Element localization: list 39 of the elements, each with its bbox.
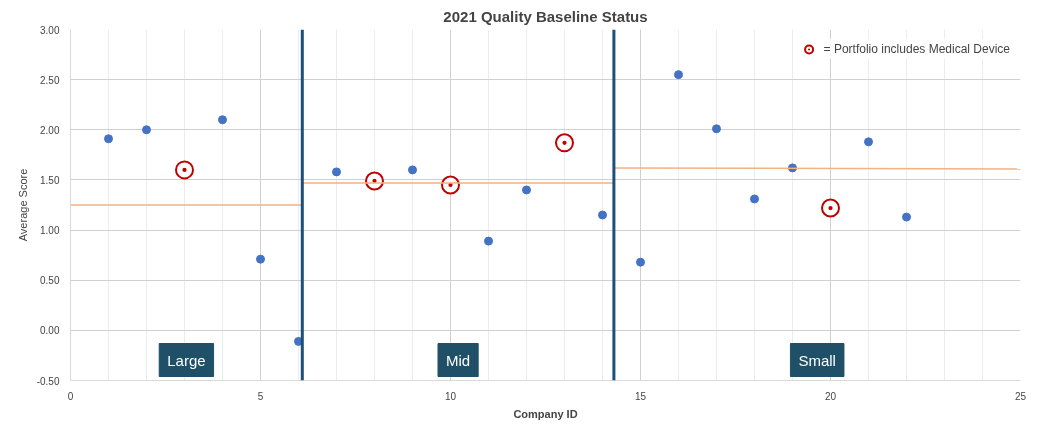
- y-tick-label: -0.50: [36, 375, 60, 387]
- point: [522, 185, 531, 195]
- point: [674, 70, 683, 80]
- point: [104, 134, 113, 144]
- y-axis-title: Average Score: [16, 168, 29, 242]
- x-tick-label: 5: [257, 390, 264, 402]
- point: [332, 167, 341, 177]
- y-tick-label: 3.00: [40, 24, 60, 36]
- x-tick-label: 25: [1014, 390, 1027, 402]
- x-tick-label: 15: [634, 390, 647, 402]
- y-tick-label: 1.00: [40, 225, 60, 237]
- point: [636, 257, 645, 267]
- x-tick-label: 20: [824, 390, 837, 402]
- annotation: Mid: [446, 351, 471, 369]
- chart-title: 2021 Quality Baseline Status: [443, 7, 648, 25]
- x-tick-label: 0: [67, 390, 74, 402]
- y-tick-label: 2.00: [40, 124, 60, 136]
- y-tick-label: 0.00: [40, 325, 60, 337]
- y-tick-label: 1.50: [40, 174, 60, 186]
- legend-label: = Portfolio includes Medical Device: [823, 42, 1010, 56]
- point: [175, 160, 194, 180]
- annotation: Small: [798, 351, 836, 369]
- point: [902, 212, 911, 222]
- x-axis-title: Company ID: [513, 407, 578, 420]
- point: [712, 124, 721, 134]
- y-tick-label: 0.50: [40, 275, 60, 287]
- point: [750, 194, 759, 204]
- annotation: Large: [167, 351, 206, 369]
- point: [142, 125, 151, 135]
- point: [864, 137, 873, 147]
- point: [218, 115, 227, 125]
- point: [408, 165, 417, 175]
- point: [598, 210, 607, 220]
- point: [484, 236, 493, 246]
- point: [821, 198, 840, 218]
- y-tick-label: 2.50: [40, 74, 60, 86]
- x-tick-label: 10: [444, 390, 457, 402]
- point: [555, 133, 574, 153]
- point: [256, 254, 265, 264]
